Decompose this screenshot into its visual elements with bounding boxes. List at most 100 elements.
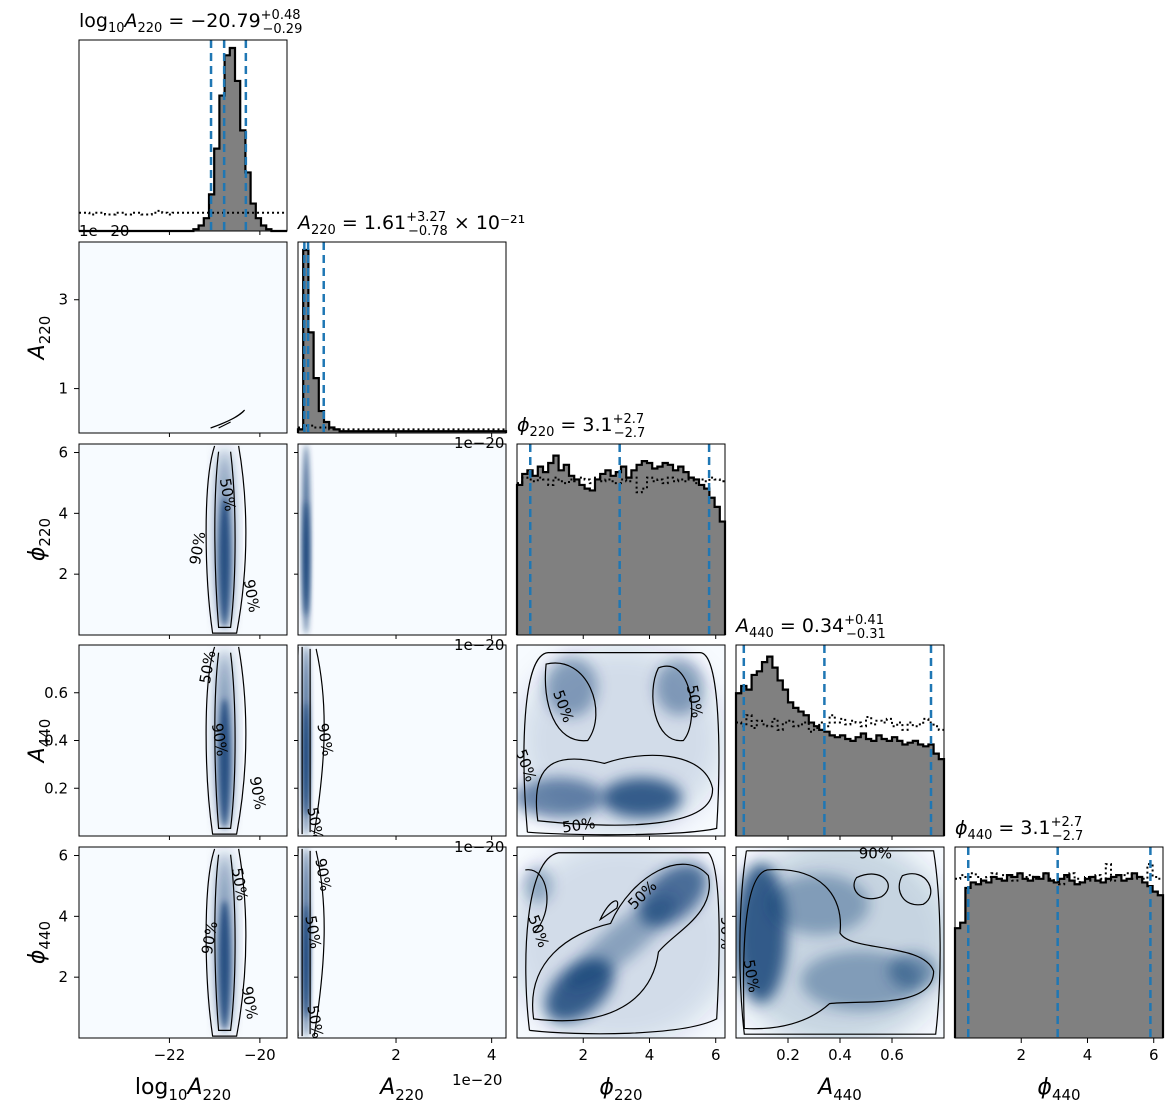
contour-label: 50%: [683, 683, 707, 719]
contour-50: [301, 646, 311, 835]
panel-A440-vs-logA220: 50% 90% 90%: [78, 644, 288, 837]
density-layer: 50% 50%50%50%: [517, 645, 725, 836]
offset-text-A220-c: 1e−20: [454, 838, 504, 856]
contour-label: 50%: [303, 1004, 327, 1040]
contour-50: [598, 900, 619, 922]
hist-panel-phi220: ϕ220 = 3.1+2.7 −2.7: [515, 412, 727, 636]
contour-90: [525, 852, 720, 1035]
contour-label: 90%: [240, 578, 264, 614]
contour-label: 90%: [859, 844, 892, 862]
x-axis-label-logA220: log10A220: [135, 1075, 231, 1104]
contour-50: [525, 869, 548, 934]
axes: −22 −20 log10A220 2 4 A220 2 4 6 ϕ220 0.2 0.4 0.6 A44…: [25, 222, 1158, 1104]
panel-phi220-vs-logA220: 50%90%90%: [78, 443, 288, 636]
contour-label: 50%: [301, 914, 325, 950]
density-layer: 90% 50% 50%: [298, 847, 335, 1040]
hist-panel-A440: A440 = 0.34+0.41 −0.31: [734, 613, 946, 837]
contour-90: [298, 848, 325, 1037]
density-blob: [769, 874, 870, 935]
contour-50: [218, 421, 231, 429]
density-blob: [888, 953, 937, 990]
contour-90: [205, 445, 247, 634]
y-tick-label-phi440: 4: [58, 907, 68, 925]
density-layer: 90% 50%: [736, 844, 944, 1038]
contour-90: [298, 646, 325, 835]
hist-outline-logA220: [79, 46, 287, 233]
x-axis-label-A440: A440: [816, 1075, 862, 1104]
hist-fill-phi440: [955, 873, 1163, 1038]
y-tick-label-phi220: 4: [58, 504, 68, 522]
hist-frame: [78, 39, 288, 232]
y-tick-label-phi440: 2: [58, 968, 68, 986]
contour-label: 90%: [238, 985, 262, 1021]
contour-50: [742, 869, 935, 1030]
hist-fill-A440: [736, 656, 944, 836]
x-tick-label-A440: 0.4: [828, 1046, 852, 1064]
contour-label: 50%: [228, 866, 252, 902]
x-tick-label-A440: 0.6: [880, 1046, 904, 1064]
panel-frame: [297, 846, 507, 1039]
y-axis-label-phi440: ϕ440: [25, 921, 54, 964]
panel-title-A220: A220 = 1.61+3.27 −0.78 × 10⁻²¹: [296, 210, 525, 239]
contour-label: 50%: [303, 806, 327, 842]
contour-50: [898, 873, 932, 906]
density-bg: [298, 444, 506, 635]
panel-frame: [78, 241, 288, 434]
density-blob: [517, 777, 604, 818]
x-axis-label-phi440: ϕ440: [1037, 1075, 1080, 1104]
density-bg: [79, 444, 287, 635]
panel-A440-vs-phi220: 50% 50%50%50%: [516, 644, 726, 837]
density-layer: [210, 409, 246, 429]
contour-90: [205, 646, 247, 835]
x-tick-label-logA220: −20: [244, 1046, 276, 1064]
panel-A440-vs-A220: 90% 50%: [297, 644, 507, 842]
panel-phi440-vs-logA220: 50%90%90%: [78, 846, 288, 1039]
contour-50: [214, 854, 236, 1031]
density-layer: 50%90%90%: [196, 646, 269, 835]
y-tick-label-A220: 3: [58, 291, 68, 309]
contour-label: 50%: [196, 649, 220, 685]
contour-50: [214, 451, 236, 628]
contour-90: [210, 409, 246, 429]
density-blob: [303, 702, 310, 817]
hist-panel-A220: A220 = 1.61+3.27 −0.78 × 10⁻²¹: [296, 210, 525, 434]
density-layer: [302, 444, 311, 635]
offset-text-logA220: 1e−20: [79, 222, 129, 240]
x-tick-label-phi440: 2: [1016, 1046, 1026, 1064]
density-layer: 50%50%90%: [517, 847, 725, 1038]
contour-label: 90%: [313, 722, 337, 758]
density-blob: [601, 777, 682, 818]
contour-50: [532, 863, 710, 1022]
hist-outline-A440: [734, 655, 946, 836]
contour-90: [523, 652, 720, 836]
hist-fill-logA220: [79, 48, 287, 231]
contour-50: [301, 848, 311, 1037]
y-tick-label-phi440: 6: [58, 847, 68, 865]
contour-50: [535, 754, 714, 826]
density-blob: [545, 657, 598, 718]
panel-frame: [516, 846, 726, 1039]
density-bg: [79, 242, 287, 433]
offset-text-A220-b: 1e−20: [454, 636, 504, 654]
contour-label: 90%: [208, 722, 232, 758]
contour-90: [205, 848, 247, 1037]
density-layer: 50%90%90%: [186, 445, 264, 634]
hist-outline-A220: [296, 248, 508, 433]
y-axis-label-phi220: ϕ220: [25, 518, 54, 561]
x-tick-label-A220: 4: [487, 1046, 497, 1064]
hist-panel-phi440: ϕ440 = 3.1+2.7 −2.7: [953, 815, 1165, 1039]
offset-text-A220-d: 1e−20: [452, 1071, 502, 1089]
density-layer: 50%90%90%: [198, 848, 262, 1037]
y-tick-label-A440: 0.6: [44, 684, 68, 702]
x-tick-label-A220: 2: [391, 1046, 401, 1064]
x-tick-label-A440: 0.2: [776, 1046, 800, 1064]
hist-frame: [954, 846, 1164, 1039]
contour-label: 90%: [311, 857, 335, 893]
x-tick-label-phi220: 6: [711, 1046, 721, 1064]
density-blob: [523, 867, 552, 904]
y-axis-label-A220: A220: [25, 316, 54, 362]
x-tick-label-phi440: 6: [1149, 1046, 1159, 1064]
contour-50: [544, 662, 597, 742]
y-tick-label-A220: 1: [58, 380, 68, 398]
